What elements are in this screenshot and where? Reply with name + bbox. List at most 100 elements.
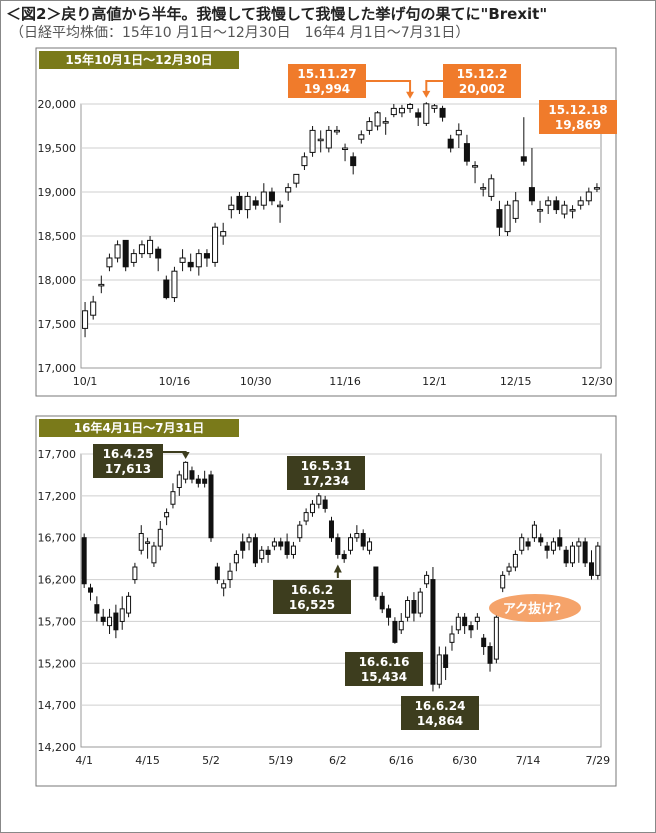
c2-callout-text: アク抜け？: [503, 601, 567, 617]
c1-annotation-date: 15.12.2: [457, 67, 508, 81]
c1-candle-body: [374, 112, 381, 127]
c2-candle-body: [487, 646, 493, 664]
c2-annotation-arrowhead: [181, 452, 190, 460]
c1-candle-body: [138, 244, 145, 255]
c1-candle-body: [431, 105, 438, 109]
c1-candle-body: [398, 107, 405, 114]
chart-panel-2016: 14,200 14,700 15,200 15,700 16,200 16,700 17,2…: [35, 415, 617, 787]
c2-candle-body: [259, 549, 265, 560]
c2-ytick-label: 14,700: [38, 699, 77, 712]
c2-annotation-box: [273, 580, 351, 614]
c1-candle-body: [342, 147, 349, 150]
c1-ytick-label: 18,500: [38, 230, 77, 243]
c1-annotation-date: 15.11.27: [297, 67, 356, 81]
c1-annotation-arrowhead: [406, 91, 415, 99]
c1-ytick-label: 20,000: [38, 98, 77, 111]
c2-candle-body: [367, 541, 373, 551]
c1-annotation-arrow: [366, 80, 412, 93]
c1-candle-body: [480, 187, 487, 190]
c2-candle-body: [563, 549, 569, 564]
c1-candle-body: [155, 248, 162, 259]
c2-candle-body: [405, 600, 411, 618]
c1-candle-body: [179, 257, 186, 263]
c2-candle-body: [430, 579, 436, 685]
c2-annotation-arrowhead: [333, 564, 342, 573]
c2-candle-body: [164, 512, 170, 518]
c2-candle-body: [544, 545, 550, 551]
c2-annotation-box: [345, 652, 423, 686]
c1-candle-body: [553, 200, 560, 211]
c2-candle-body: [525, 541, 531, 547]
c1-candle-body: [512, 200, 519, 219]
c2-candle-body: [468, 625, 474, 631]
c2-candle-body: [582, 541, 588, 564]
c1-annotation-value: 20,002: [459, 82, 505, 96]
c2-candle-body: [208, 474, 214, 539]
c1-candle-body: [504, 204, 511, 233]
c2-candle-body: [493, 616, 499, 660]
c2-candle-body: [500, 574, 506, 589]
c2-candle-body: [100, 616, 106, 622]
c2-candle-body: [170, 491, 176, 505]
c1-candle-body: [423, 103, 430, 124]
c2-candle-body: [322, 499, 328, 509]
c1-xtick-label: 12/1: [422, 375, 447, 388]
c2-candle-body: [538, 537, 544, 543]
c2-annotation-value: 16,525: [289, 598, 335, 612]
c2-candle-body: [252, 537, 258, 564]
c1-candle-body: [545, 200, 552, 206]
c1-candle-body: [285, 187, 292, 193]
c2-candle-body: [290, 545, 296, 555]
c2-candle-body: [411, 600, 417, 614]
c2-candle-body: [588, 562, 594, 576]
c1-candle-body: [309, 129, 316, 153]
c2-candle-body: [151, 545, 157, 564]
c2-candle-body: [341, 553, 347, 560]
c2-xtick-label: 4/1: [75, 754, 93, 767]
c2-candle-body: [107, 616, 113, 627]
c1-candle-body: [455, 129, 462, 136]
c1-candle-body: [577, 200, 584, 206]
c1-candle-body: [163, 279, 170, 299]
c2-ytick-label: 15,200: [38, 657, 77, 670]
c2-candle-body: [113, 612, 119, 631]
c1-ytick-label: 19,000: [38, 186, 77, 199]
c2-candle-body: [265, 549, 271, 555]
c2-candle-body: [221, 583, 227, 589]
c1-candle-body: [244, 195, 251, 211]
c2-xtick-label: 7/29: [585, 754, 610, 767]
c2-candle-body: [284, 541, 290, 555]
c2-candle-body: [348, 537, 354, 551]
c1-candle-body: [382, 121, 389, 124]
figure-subtitle: （日経平均株価：15年10 月1日～12月30日 16年4 月1日～7月31日）: [10, 25, 470, 41]
c2-candle-body: [328, 520, 334, 539]
c2-candle-body: [462, 616, 468, 627]
c2-candle-body: [519, 537, 525, 551]
c2-candle-body: [119, 608, 125, 622]
c1-candle-body: [82, 310, 89, 329]
c2-candle-body: [481, 637, 487, 648]
c1-xtick-label: 12/15: [500, 375, 532, 388]
c1-annotation-arrowhead: [422, 90, 431, 98]
c2-candle-body: [354, 533, 360, 539]
c1-candle-body: [350, 156, 357, 167]
c2-candle-body: [379, 595, 385, 610]
c1-candle-body: [593, 187, 600, 190]
c1-xtick-label: 12/30: [581, 375, 613, 388]
c2-candle-body: [278, 541, 284, 547]
c2-annotation-date: 16.6.24: [415, 699, 466, 713]
c1-candle-body: [220, 231, 227, 237]
c2-candle-body: [436, 654, 442, 685]
c1-candle-body: [472, 165, 479, 168]
c2-annotation-date: 16.5.31: [301, 459, 352, 473]
c2-annotation-value: 17,613: [105, 462, 151, 476]
c2-candle-body: [595, 545, 601, 576]
c2-candle-body: [183, 461, 189, 480]
c1-candle-body: [195, 253, 202, 268]
c1-candle-body: [333, 129, 340, 133]
c1-candle-body: [537, 209, 544, 212]
c2-candle-body: [81, 537, 87, 585]
c1-candle-body: [520, 156, 527, 162]
c2-annotation-value: 14,864: [417, 714, 463, 728]
c2-candle-body: [531, 524, 537, 539]
